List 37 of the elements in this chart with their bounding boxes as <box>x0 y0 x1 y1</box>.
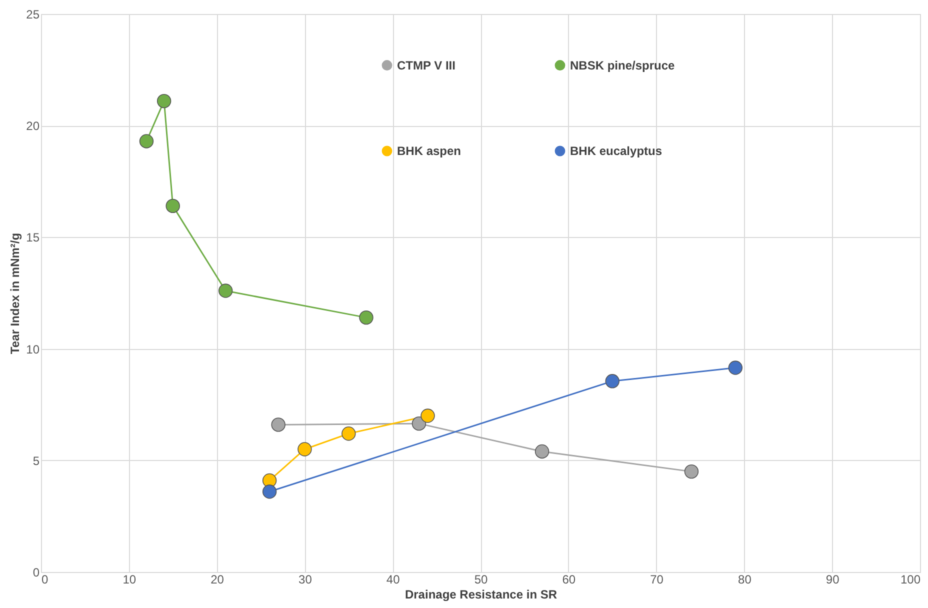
x-tick-label: 10 <box>122 572 136 586</box>
x-axis-title: Drainage Resistance in SR <box>404 588 558 602</box>
point <box>298 442 312 456</box>
point <box>139 134 154 148</box>
point <box>420 408 435 423</box>
point <box>218 284 233 298</box>
point <box>684 464 699 479</box>
x-tick-label: 40 <box>386 572 400 586</box>
x-tick-label: 60 <box>562 572 576 586</box>
y-tick-label: 5 <box>32 454 40 468</box>
y-tick-label: 25 <box>26 8 40 22</box>
legend-label: BHK eucalyptus <box>570 144 662 158</box>
point <box>166 198 180 214</box>
point <box>342 426 356 441</box>
point <box>534 444 550 459</box>
point <box>359 310 374 325</box>
x-tick-label: 80 <box>738 572 752 586</box>
legend-label: BHK aspen <box>397 144 462 158</box>
point <box>412 416 426 431</box>
x-tick-label: 30 <box>298 572 312 586</box>
legend-label: NBSK pine/spruce <box>570 58 676 72</box>
x-tick-label: 50 <box>474 572 488 586</box>
x-tick-label: 0 <box>42 572 48 586</box>
y-tick-label: 10 <box>26 342 40 356</box>
legend-label: CTMP V III <box>397 58 456 72</box>
point <box>728 360 743 375</box>
y-axis-title: Tear Index in mNm²/g <box>8 232 22 354</box>
x-tick-label: 20 <box>210 572 224 586</box>
x-tick-label: 70 <box>650 572 664 586</box>
x-tick-label: 90 <box>826 572 840 586</box>
x-tick-label: 100 <box>900 572 921 586</box>
y-tick-label: 15 <box>26 230 40 245</box>
point <box>605 374 620 388</box>
point <box>156 94 172 108</box>
point <box>262 484 277 499</box>
point <box>271 418 286 432</box>
y-tick-label: 20 <box>26 119 40 134</box>
